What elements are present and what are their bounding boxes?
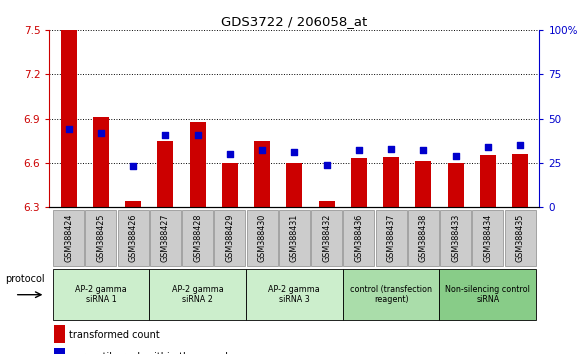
Text: GSM388426: GSM388426 [129, 214, 137, 262]
FancyBboxPatch shape [311, 210, 342, 266]
Text: GSM388424: GSM388424 [64, 214, 73, 262]
FancyBboxPatch shape [505, 210, 535, 266]
FancyBboxPatch shape [85, 210, 117, 266]
Point [161, 132, 170, 137]
Text: GSM388427: GSM388427 [161, 214, 170, 262]
Text: GSM388431: GSM388431 [290, 214, 299, 262]
Text: GSM388433: GSM388433 [451, 214, 460, 262]
Bar [512, 154, 528, 207]
FancyBboxPatch shape [182, 210, 213, 266]
Point [129, 164, 138, 169]
Point [290, 149, 299, 155]
Bar [60, 30, 77, 207]
Bar [448, 163, 463, 207]
Point [64, 126, 73, 132]
Point [96, 130, 106, 136]
Bar [190, 121, 206, 207]
Bar [125, 201, 141, 207]
FancyBboxPatch shape [440, 210, 471, 266]
Bar [351, 159, 367, 207]
Bar [93, 117, 109, 207]
Text: GSM388438: GSM388438 [419, 214, 428, 262]
FancyBboxPatch shape [343, 210, 374, 266]
Text: Non-silencing control
siRNA: Non-silencing control siRNA [445, 285, 530, 304]
Bar [383, 157, 399, 207]
Text: GSM388432: GSM388432 [322, 214, 331, 262]
Bar [254, 141, 270, 207]
Bar [480, 155, 496, 207]
Bar [157, 141, 173, 207]
Point [322, 162, 331, 167]
Text: transformed count: transformed count [69, 330, 160, 340]
Text: GSM388430: GSM388430 [258, 214, 267, 262]
Point [451, 153, 460, 159]
Bar [287, 163, 302, 207]
FancyBboxPatch shape [279, 210, 310, 266]
FancyBboxPatch shape [149, 269, 246, 320]
Point [419, 148, 428, 153]
Text: GSM388434: GSM388434 [483, 214, 492, 262]
Bar [54, 325, 65, 343]
Point [258, 148, 267, 153]
FancyBboxPatch shape [376, 210, 407, 266]
Text: GSM388429: GSM388429 [226, 214, 234, 262]
FancyBboxPatch shape [408, 210, 439, 266]
Point [386, 146, 396, 152]
FancyBboxPatch shape [246, 210, 278, 266]
Text: GSM388437: GSM388437 [387, 214, 396, 262]
Text: GSM388436: GSM388436 [354, 214, 363, 262]
Text: AP-2 gamma
siRNA 2: AP-2 gamma siRNA 2 [172, 285, 223, 304]
Text: GSM388428: GSM388428 [193, 214, 202, 262]
FancyBboxPatch shape [246, 269, 343, 320]
Text: AP-2 gamma
siRNA 3: AP-2 gamma siRNA 3 [269, 285, 320, 304]
FancyBboxPatch shape [472, 210, 503, 266]
Text: GSM388425: GSM388425 [96, 214, 106, 262]
FancyBboxPatch shape [53, 210, 84, 266]
Bar [318, 201, 335, 207]
Text: AP-2 gamma
siRNA 1: AP-2 gamma siRNA 1 [75, 285, 127, 304]
Bar [222, 163, 238, 207]
Point [354, 148, 364, 153]
FancyBboxPatch shape [53, 269, 149, 320]
Bar [415, 161, 432, 207]
Title: GDS3722 / 206058_at: GDS3722 / 206058_at [221, 15, 368, 28]
Point [516, 142, 525, 148]
FancyBboxPatch shape [215, 210, 245, 266]
Point [193, 132, 202, 137]
Text: percentile rank within the sample: percentile rank within the sample [69, 352, 234, 354]
Bar [54, 348, 65, 354]
Point [225, 151, 234, 157]
FancyBboxPatch shape [440, 269, 536, 320]
Text: control (transfection
reagent): control (transfection reagent) [350, 285, 432, 304]
FancyBboxPatch shape [150, 210, 181, 266]
Text: protocol: protocol [5, 274, 45, 284]
FancyBboxPatch shape [343, 269, 440, 320]
Point [483, 144, 492, 150]
Text: GSM388435: GSM388435 [516, 214, 524, 262]
FancyBboxPatch shape [118, 210, 148, 266]
